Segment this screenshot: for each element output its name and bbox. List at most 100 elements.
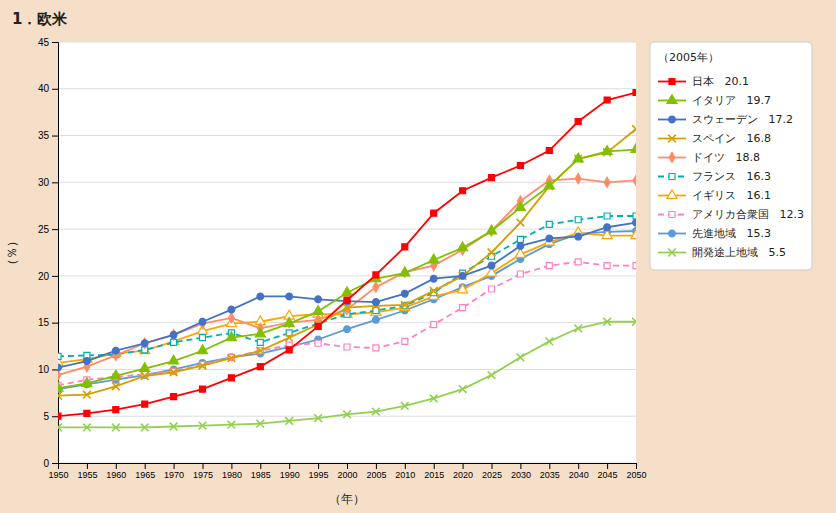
legend-swatch-marker [667, 95, 677, 104]
series-point [546, 221, 552, 227]
series-point [82, 378, 92, 387]
series-point [430, 287, 438, 295]
series-point [315, 323, 321, 329]
x-tick-mark [405, 463, 406, 469]
legend-swatch-marker [669, 116, 676, 123]
x-tick: 1995 [309, 463, 329, 480]
series-point [83, 424, 91, 432]
series-line [58, 223, 636, 368]
series [58, 228, 636, 393]
y-tick: 25 [38, 224, 58, 235]
series-point [228, 354, 236, 362]
legend-box [650, 42, 812, 270]
series-point [400, 267, 410, 276]
legend: （2005年）日本 20.1イタリア 19.7スウェーデン 17.2スペイン 1… [650, 42, 812, 270]
x-axis: 1950195519601965197019751980198519901995… [48, 463, 646, 480]
x-tick-mark [203, 463, 204, 469]
legend-item: イギリス 16.1 [658, 189, 771, 202]
series-point [197, 345, 207, 354]
x-tick-label: 1955 [77, 470, 97, 480]
series-point [633, 90, 636, 96]
series-point [140, 363, 150, 372]
x-tick-mark [347, 463, 348, 469]
series-point [517, 236, 523, 242]
x-tick: 2035 [540, 463, 560, 480]
series-line [58, 233, 636, 363]
y-tick: 15 [38, 317, 58, 328]
legend-label: スペイン 16.8 [692, 132, 771, 145]
y-tick: 35 [38, 130, 58, 141]
series-point [58, 392, 62, 400]
series-point [460, 305, 466, 311]
legend-item: 先進地域 15.3 [658, 227, 771, 240]
series-point [633, 213, 636, 219]
series-point [141, 372, 149, 380]
plot: 1950195519601965197019751980198519901995… [38, 37, 647, 481]
x-tick-mark [636, 463, 637, 469]
series-point [83, 391, 91, 399]
grid-line [58, 229, 636, 230]
x-tick: 2025 [482, 463, 502, 480]
series-point [604, 224, 611, 231]
series-line [58, 150, 636, 389]
series-point [199, 318, 206, 325]
series-point [575, 119, 581, 125]
series-point [199, 362, 207, 370]
series-group [58, 90, 636, 432]
legend-item: スペイン 16.8 [658, 132, 771, 145]
plot-background [58, 42, 636, 463]
y-tick-mark [52, 416, 58, 417]
x-tick-label: 1985 [251, 470, 271, 480]
x-tick: 1955 [77, 463, 97, 480]
legend-swatch-marker [668, 249, 676, 257]
legend-item: フランス 16.3 [658, 170, 771, 183]
series-point [200, 319, 206, 329]
series-point [604, 177, 610, 187]
y-tick-mark [52, 229, 58, 230]
series-point [633, 263, 636, 269]
series-point [517, 271, 523, 277]
series-point [489, 175, 495, 181]
series-point [256, 420, 264, 428]
x-tick-label: 1995 [309, 470, 329, 480]
series-point [169, 355, 179, 364]
series-point [200, 386, 206, 392]
series-point [517, 353, 525, 361]
x-tick-label: 2000 [337, 470, 357, 480]
title: 1．欧米 [12, 10, 68, 28]
y-tick-mark [52, 323, 58, 324]
series-point [256, 347, 264, 355]
series-point [58, 382, 63, 391]
series-point [228, 306, 235, 313]
series-point [402, 244, 408, 250]
y-tick-mark [52, 136, 58, 137]
series-point [402, 338, 408, 344]
y-tick-label: 35 [38, 130, 50, 141]
series-point [458, 242, 468, 251]
series [58, 90, 636, 420]
series-point [459, 385, 467, 393]
series-point [429, 254, 439, 263]
x-tick: 2015 [424, 463, 444, 480]
x-tick-label: 1950 [48, 470, 68, 480]
x-tick: 1950 [48, 463, 68, 480]
x-tick-mark [231, 463, 232, 469]
grid [58, 42, 636, 463]
series [58, 213, 636, 359]
series-point [575, 259, 581, 265]
x-tick: 2045 [598, 463, 618, 480]
x-tick-mark [463, 463, 464, 469]
x-tick-label: 2020 [453, 470, 473, 480]
series-point [373, 299, 380, 306]
x-tick-mark [376, 463, 377, 469]
y-tick-label: 10 [38, 364, 50, 375]
legend-label: ドイツ 18.8 [692, 151, 760, 164]
x-tick-mark [434, 463, 435, 469]
y-tick-label: 5 [43, 411, 49, 422]
series-point [343, 411, 351, 419]
series-line [58, 93, 636, 417]
series-point [84, 358, 91, 365]
legend-label: 先進地域 15.3 [692, 227, 771, 240]
series-point [142, 338, 148, 348]
legend-item: アメリカ合衆国 12.3 [658, 208, 804, 221]
